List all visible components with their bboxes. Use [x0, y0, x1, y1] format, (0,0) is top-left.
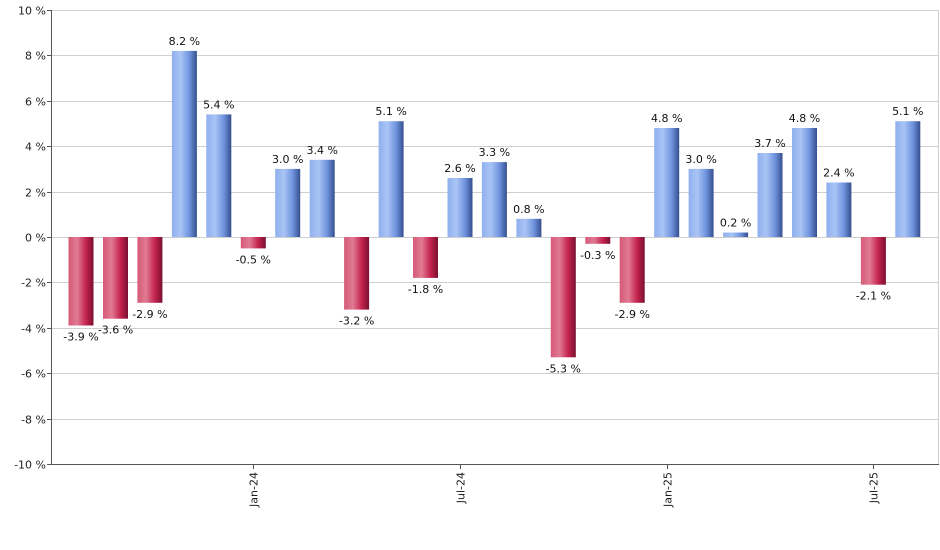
- bar-value-label: -3.6 %: [98, 324, 133, 337]
- bar-positive: [826, 182, 852, 237]
- bar-positive: [378, 121, 404, 237]
- bar-value-label: 0.2 %: [720, 217, 751, 230]
- y-tick-label: -8 %: [21, 414, 46, 427]
- bar-positive: [757, 153, 783, 237]
- bar-value-label: -5.3 %: [546, 362, 581, 375]
- bar-positive: [723, 232, 749, 237]
- plot-frame: [51, 10, 939, 465]
- bar-negative: [860, 237, 886, 285]
- y-tick-label: -6 %: [21, 368, 46, 381]
- bar-value-label: 4.8 %: [789, 112, 820, 125]
- bar-positive: [171, 50, 197, 238]
- bar-value-label: 5.1 %: [892, 105, 923, 118]
- bar-value-label: 3.4 %: [306, 144, 337, 157]
- bar-negative: [585, 237, 611, 244]
- y-tick-label: -2 %: [21, 277, 46, 290]
- bar-value-label: -3.9 %: [63, 331, 98, 344]
- bar-negative: [240, 237, 266, 249]
- bar-positive: [895, 121, 921, 237]
- bar-value-label: 0.8 %: [513, 203, 544, 216]
- bar-positive: [516, 218, 542, 237]
- y-axis-ticks: 10 % 8 % 6 % 4 % 2 % 0 % -2 % -4 % -6 % -8 % -10 %: [14, 5, 51, 472]
- bar-negative: [550, 237, 576, 358]
- bar-positive: [275, 168, 301, 237]
- bar-value-label: -0.5 %: [236, 253, 271, 266]
- bar-positive: [792, 128, 817, 237]
- bar-value-label: -2.9 %: [132, 308, 167, 321]
- bar-negative: [68, 237, 94, 326]
- bar-value-label: 4.8 %: [651, 112, 682, 125]
- bar-value-label: 2.4 %: [823, 167, 854, 180]
- bar-positive: [206, 114, 232, 237]
- data-labels: -3.9 %-3.6 %-2.9 %8.2 %5.4 %-0.5 %3.0 %3…: [63, 35, 923, 375]
- bar-positive: [688, 168, 714, 237]
- bar-value-label: 3.3 %: [479, 146, 510, 159]
- bar-value-label: 3.0 %: [685, 153, 716, 166]
- bar-value-label: 3.7 %: [754, 137, 785, 150]
- bar-value-label: -0.3 %: [580, 249, 615, 262]
- bar-value-label: 5.4 %: [203, 98, 234, 111]
- bar-negative: [619, 237, 645, 303]
- bar-value-label: -3.2 %: [339, 315, 374, 328]
- bar-value-label: 2.6 %: [444, 162, 475, 175]
- x-tick-label: Jul-25: [868, 472, 881, 504]
- x-tick-label: Jul-24: [455, 472, 468, 504]
- bar-value-label: 8.2 %: [169, 35, 200, 48]
- y-tick-label: 6 %: [25, 96, 46, 109]
- bar-value-label: -2.9 %: [614, 308, 649, 321]
- y-tick-label: 4 %: [25, 141, 46, 154]
- bars: [68, 50, 921, 358]
- bar-negative: [344, 237, 370, 310]
- y-tick-label: -10 %: [14, 459, 46, 472]
- bar-negative: [137, 237, 163, 303]
- bar-negative: [413, 237, 438, 278]
- bar-value-label: -2.1 %: [856, 290, 891, 303]
- bar-positive: [654, 128, 680, 237]
- bar-positive: [447, 178, 473, 237]
- y-tick-label: -4 %: [21, 323, 46, 336]
- y-tick-label: 0 %: [25, 232, 46, 245]
- y-tick-label: 10 %: [18, 5, 46, 18]
- bar-value-label: 5.1 %: [375, 105, 406, 118]
- bar-positive: [481, 162, 507, 237]
- bar-positive: [309, 159, 335, 237]
- y-tick-label: 8 %: [25, 50, 46, 63]
- y-tick-label: 2 %: [25, 187, 46, 200]
- bar-value-label: -1.8 %: [408, 283, 443, 296]
- x-tick-label: Jan-24: [248, 472, 261, 508]
- bar-negative: [103, 237, 128, 319]
- bar-value-label: 3.0 %: [272, 153, 303, 166]
- x-axis-ticks: Jan-24 Jul-24 Jan-25 Jul-25: [248, 464, 881, 508]
- x-tick-label: Jan-25: [662, 472, 675, 508]
